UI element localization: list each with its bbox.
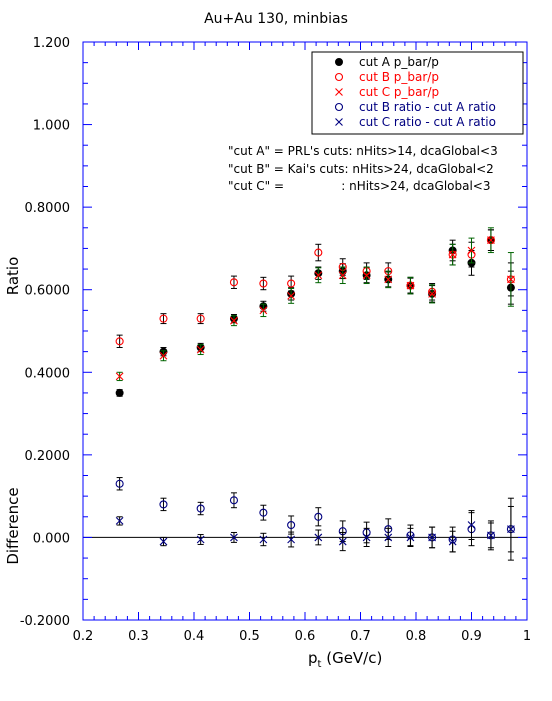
x-axis-ticks	[82, 42, 528, 620]
data-point	[487, 236, 495, 245]
data-point	[384, 533, 393, 542]
data-point	[115, 337, 124, 346]
data-point	[115, 479, 124, 488]
data-point	[287, 279, 296, 288]
legend-label: cut C p_bar/p	[359, 85, 439, 99]
series-3	[115, 227, 515, 382]
chart-title: Au+Au 130, minbias	[204, 11, 348, 27]
legend-label: cut A p_bar/p	[359, 55, 439, 69]
note-cut-c: "cut C" = : nHits>24, dcaGlobal<3	[228, 179, 491, 193]
data-point	[115, 372, 124, 381]
x-tick-label: 0.9	[461, 629, 482, 644]
legend-box	[311, 51, 524, 135]
y-tick-label: 0.8000	[25, 201, 71, 216]
data-point	[487, 531, 495, 540]
x-tick-label: 0.4	[184, 629, 205, 644]
data-point	[196, 535, 205, 544]
legend-marker	[334, 72, 344, 82]
data-point	[467, 521, 476, 529]
x-tick-label: 0.6	[295, 629, 316, 644]
y-axis-ticks	[83, 41, 527, 621]
data-point	[196, 345, 205, 354]
legend-marker	[335, 88, 343, 96]
data-point	[338, 271, 347, 280]
data-point	[428, 533, 436, 542]
x-tick-label: 0.8	[406, 629, 427, 644]
data-point	[314, 533, 323, 542]
y-tick-label: 0.2000	[25, 449, 71, 464]
data-point	[314, 271, 323, 280]
data-point	[159, 537, 168, 546]
data-point	[259, 279, 268, 288]
data-point	[230, 316, 238, 325]
legend-label: cut C ratio - cut A ratio	[359, 115, 496, 129]
data-point	[362, 533, 371, 542]
data-point	[196, 314, 205, 323]
x-axis-label: pt (GeV/c)	[308, 649, 382, 670]
data-point	[384, 275, 393, 284]
data-point	[159, 314, 168, 323]
data-point	[406, 281, 415, 290]
x-tick-label: 0.3	[128, 629, 149, 644]
data-point	[229, 496, 239, 505]
y-tick-label: 0.6000	[25, 284, 71, 299]
data-point	[287, 292, 296, 300]
data-point	[229, 278, 239, 287]
data-point	[196, 504, 205, 513]
legend-marker	[334, 102, 344, 112]
data-point	[259, 508, 268, 517]
series-5	[115, 505, 515, 553]
y-axis-label-difference: Difference	[4, 487, 22, 564]
data-point	[428, 289, 436, 298]
data-point	[314, 512, 323, 521]
legend-marker	[335, 58, 343, 66]
data-point	[159, 351, 168, 360]
data-point	[259, 535, 268, 544]
data-point	[159, 500, 168, 509]
data-point	[259, 306, 268, 315]
y-tick-label: 0.000	[33, 531, 70, 546]
y-tick-label: 0.4000	[25, 366, 71, 381]
y-tick-label: 1.000	[33, 119, 70, 134]
data-point	[115, 388, 124, 397]
y-tick-label: 1.200	[33, 36, 70, 51]
legend-label: cut B p_bar/p	[359, 70, 439, 84]
data-point	[287, 535, 296, 544]
y-axis-tick-labels: -0.2000 0.000 0.2000 0.4000 0.6000 0.8000 1.00…	[20, 36, 70, 629]
data-point	[115, 517, 124, 525]
data-point	[287, 520, 296, 530]
data-layer	[115, 227, 515, 561]
data-point	[362, 271, 371, 280]
data-point	[230, 533, 238, 542]
legend-marker	[335, 118, 343, 126]
data-point	[448, 250, 457, 259]
note-cut-a: "cut A" = PRL's cuts: nHits>14, dcaGloba…	[228, 144, 498, 158]
series-4	[115, 477, 515, 561]
data-point	[467, 246, 476, 255]
y-axis-label-ratio: Ratio	[4, 257, 22, 296]
x-axis-tick-labels: 0.2 0.3 0.4 0.5 0.6 0.7 0.8 0.9 1	[73, 629, 531, 644]
y-tick-label: -0.2000	[20, 614, 70, 629]
x-tick-label: 0.7	[350, 629, 371, 644]
data-point	[448, 537, 457, 546]
data-point	[507, 525, 515, 534]
cut-notes: "cut A" = PRL's cuts: nHits>14, dcaGloba…	[228, 144, 498, 193]
legend-label: cut B ratio - cut A ratio	[359, 100, 496, 114]
data-point	[507, 275, 515, 284]
data-point	[314, 248, 323, 257]
x-tick-label: 1	[523, 629, 531, 644]
x-tick-label: 0.5	[239, 629, 260, 644]
data-point	[338, 537, 347, 546]
x-tick-label: 0.2	[73, 629, 94, 644]
data-point	[406, 533, 415, 542]
note-cut-b: "cut B" = Kai's cuts: nHits>24, dcaGloba…	[228, 162, 494, 176]
